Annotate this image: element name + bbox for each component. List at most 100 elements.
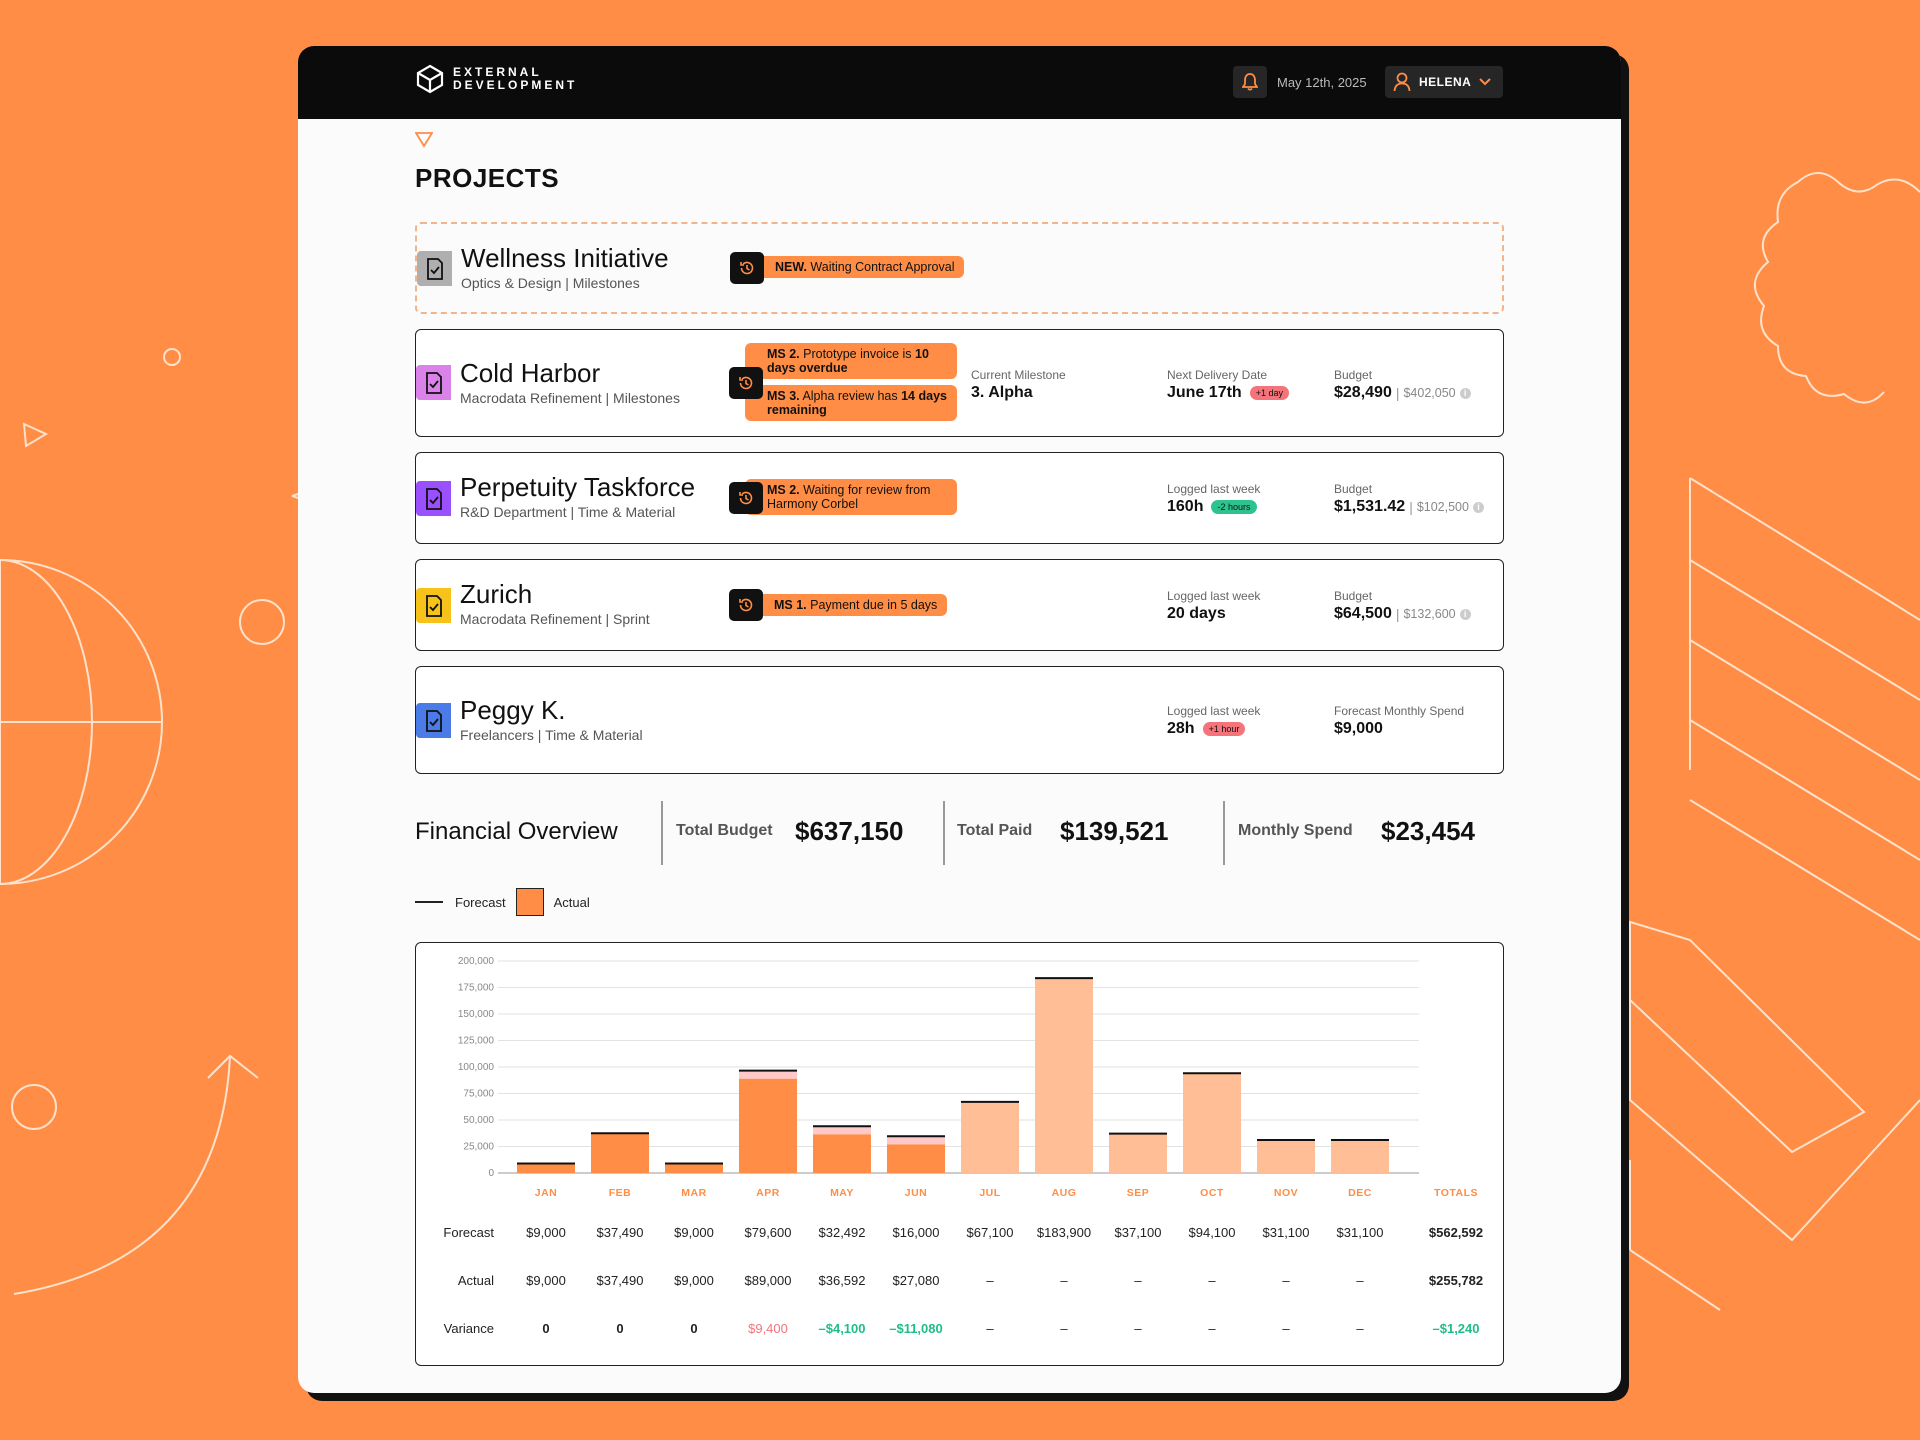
y-tick-label: 50,000 bbox=[463, 1115, 494, 1126]
project-name: Perpetuity Taskforce bbox=[460, 472, 696, 502]
financial-overview-title: Financial Overview bbox=[415, 818, 618, 845]
logged-label: Logged last week bbox=[1167, 589, 1261, 603]
y-tick-label: 175,000 bbox=[458, 983, 495, 994]
app-window: EXTERNAL DEVELOPMENT May 12th, 2025 HELE… bbox=[298, 46, 1621, 1393]
table-cell: 0 bbox=[616, 1321, 624, 1336]
table-cell: $37,100 bbox=[1114, 1225, 1162, 1240]
project-card-cold-harbor[interactable]: Cold Harbor Macrodata Refinement | Miles… bbox=[415, 329, 1504, 437]
bell-icon bbox=[1242, 73, 1258, 91]
divider bbox=[943, 801, 945, 865]
alert-prefix: MS 2. bbox=[767, 483, 800, 497]
divider bbox=[661, 801, 663, 865]
delivery-date: June 17th bbox=[1167, 384, 1242, 401]
page-title: PROJECTS bbox=[415, 163, 560, 193]
clock-history-icon bbox=[729, 367, 763, 399]
budget-value: $64,500 | $132,600 i bbox=[1334, 605, 1471, 623]
status-alert[interactable]: NEW. Waiting Contract Approval bbox=[757, 256, 965, 278]
forecast-spend-label: Forecast Monthly Spend bbox=[1334, 704, 1465, 718]
table-cell: – bbox=[1208, 1273, 1216, 1288]
delivery-value: June 17th +1 day bbox=[1167, 384, 1289, 402]
month-label: AUG bbox=[1052, 1187, 1077, 1199]
table-cell: $9,400 bbox=[748, 1321, 788, 1336]
status-alert[interactable]: MS 1. Payment due in 5 days bbox=[756, 594, 948, 616]
total-budget-value: $637,150 bbox=[795, 816, 904, 846]
budget-value: $1,531.42 | $102,500 i bbox=[1334, 498, 1484, 516]
document-check-icon bbox=[416, 481, 451, 516]
chart-legend: Forecast Actual bbox=[415, 888, 590, 916]
alert-emphasis: 14 days remaining bbox=[767, 389, 947, 417]
status-alert[interactable]: MS 3. Alpha review has 14 days remaining bbox=[745, 385, 957, 421]
status-alert[interactable]: MS 2. Prototype invoice is 10 days overd… bbox=[745, 343, 957, 379]
document-check-icon bbox=[416, 703, 451, 738]
logged-value: 28h +1 hour bbox=[1167, 720, 1246, 738]
variance-marker bbox=[887, 1136, 945, 1145]
budget-value: $28,490 | $402,050 i bbox=[1334, 384, 1471, 402]
info-icon[interactable]: i bbox=[1459, 608, 1471, 620]
budget-label: Budget bbox=[1334, 482, 1373, 496]
table-row-label: Forecast bbox=[443, 1225, 494, 1240]
table-cell: $31,100 bbox=[1262, 1225, 1310, 1240]
table-cell: $67,100 bbox=[966, 1225, 1014, 1240]
table-cell: $27,080 bbox=[892, 1273, 940, 1288]
milestone-label: Current Milestone bbox=[971, 368, 1066, 382]
actual-bar bbox=[517, 1163, 575, 1173]
legend-actual-label: Actual bbox=[553, 894, 590, 910]
table-cell: 0 bbox=[542, 1321, 550, 1336]
logged-change-badge: +1 hour bbox=[1202, 722, 1246, 736]
table-cell: – bbox=[1134, 1321, 1142, 1336]
table-cell: – bbox=[1060, 1273, 1068, 1288]
info-icon[interactable]: i bbox=[1472, 501, 1484, 513]
project-card-perpetuity-taskforce[interactable]: Perpetuity Taskforce R&D Department | Ti… bbox=[415, 452, 1504, 544]
alert-text: Waiting for review from Harmony Corbel bbox=[767, 483, 931, 511]
logged-days: 20 days bbox=[1167, 605, 1226, 622]
project-subtitle: R&D Department | Time & Material bbox=[460, 504, 676, 520]
budget-label: Budget bbox=[1334, 368, 1373, 382]
forecast-bar bbox=[1331, 1140, 1389, 1173]
table-row-label: Variance bbox=[443, 1321, 494, 1336]
totals-label: TOTALS bbox=[1434, 1187, 1478, 1199]
table-cell: $9,000 bbox=[526, 1225, 566, 1240]
budget-total: $402,050 bbox=[1403, 386, 1456, 400]
project-subtitle: Macrodata Refinement | Sprint bbox=[460, 611, 650, 627]
alert-text: Waiting Contract Approval bbox=[806, 260, 955, 274]
table-cell: $94,100 bbox=[1188, 1225, 1236, 1240]
y-tick-label: 75,000 bbox=[463, 1089, 494, 1100]
logo-text: EXTERNAL DEVELOPMENT bbox=[453, 66, 577, 92]
status-alert[interactable]: MS 2. Waiting for review from Harmony Co… bbox=[745, 479, 957, 515]
table-cell: $37,490 bbox=[596, 1225, 644, 1240]
budget-separator: | bbox=[1395, 606, 1400, 622]
actual-bar bbox=[887, 1144, 945, 1173]
forecast-bar bbox=[1109, 1133, 1167, 1173]
forecast-bar bbox=[961, 1101, 1019, 1173]
y-tick-label: 200,000 bbox=[458, 956, 495, 967]
logo[interactable]: EXTERNAL DEVELOPMENT bbox=[415, 64, 577, 94]
month-label: JAN bbox=[535, 1187, 558, 1199]
table-cell: $16,000 bbox=[892, 1225, 940, 1240]
table-cell: – bbox=[1134, 1273, 1142, 1288]
table-cell: $9,000 bbox=[674, 1225, 714, 1240]
budget-total: $102,500 bbox=[1416, 500, 1469, 514]
project-name: Cold Harbor bbox=[460, 358, 601, 388]
y-tick-label: 0 bbox=[488, 1168, 494, 1179]
total-budget-label: Total Budget bbox=[676, 822, 773, 839]
legend-forecast-swatch bbox=[415, 901, 443, 903]
project-name: Wellness Initiative bbox=[461, 243, 669, 273]
alert-text: Alpha review has bbox=[799, 389, 902, 403]
table-cell: $9,000 bbox=[526, 1273, 566, 1288]
user-name: HELENA bbox=[1419, 75, 1472, 89]
project-card-peggy-k[interactable]: Peggy K. Freelancers | Time & Material L… bbox=[415, 666, 1504, 774]
logged-label: Logged last week bbox=[1167, 482, 1261, 496]
table-cell: 0 bbox=[690, 1321, 698, 1336]
variance-marker bbox=[739, 1070, 797, 1079]
user-menu-button[interactable]: HELENA bbox=[1385, 66, 1503, 98]
table-cell: – bbox=[1060, 1321, 1068, 1336]
info-icon[interactable]: i bbox=[1459, 387, 1471, 399]
forecast-spend-value: $9,000 bbox=[1334, 720, 1383, 737]
forecast-bar bbox=[1257, 1140, 1315, 1173]
forecast-actual-chart: 0 25,000 50,000 75,000 100,000 125,000 150,000… bbox=[415, 942, 1504, 1366]
notifications-button[interactable] bbox=[1233, 66, 1267, 98]
project-card-wellness-initiative[interactable]: Wellness Initiative Optics & Design | Mi… bbox=[415, 222, 1504, 314]
table-cell: – bbox=[986, 1321, 994, 1336]
table-cell: – bbox=[986, 1273, 994, 1288]
project-card-zurich[interactable]: Zurich Macrodata Refinement | Sprint MS … bbox=[415, 559, 1504, 651]
